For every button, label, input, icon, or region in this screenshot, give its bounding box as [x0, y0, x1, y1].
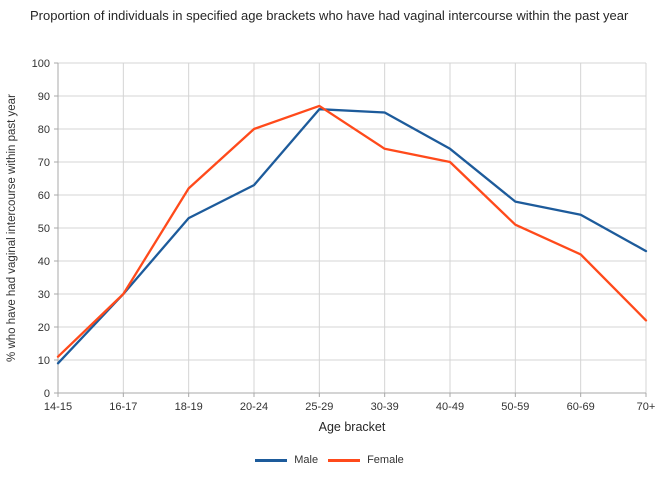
male-line [56, 108, 648, 365]
y-tick-label: 90 [38, 91, 50, 103]
legend: Male Female [0, 454, 659, 466]
legend-item-female: Female [328, 454, 404, 466]
legend-label-male: Male [294, 454, 319, 466]
female-line-swatch [328, 458, 361, 462]
y-tick-label: 30 [38, 289, 50, 301]
x-tick-label: 60-69 [567, 401, 595, 413]
legend-item-male: Male [255, 454, 318, 466]
y-tick-label: 50 [38, 223, 50, 235]
y-tick-label: 70 [38, 157, 50, 169]
x-axis-title: Age bracket [318, 420, 386, 434]
x-tick-label: 70+ [637, 401, 656, 413]
y-tick-label: 80 [38, 124, 50, 136]
x-tick-label: 40-49 [436, 401, 464, 413]
x-tick-label: 16-17 [109, 401, 137, 413]
y-tick-label: 100 [32, 58, 50, 70]
x-tick-label: 30-39 [371, 401, 399, 413]
chart-title: Proportion of individuals in specified a… [30, 8, 629, 23]
x-tick-label: 14-15 [44, 401, 72, 413]
y-tick-label: 40 [38, 256, 50, 268]
x-tick-label: 18-19 [175, 401, 203, 413]
y-tick-label: 10 [38, 355, 50, 367]
y-tick-label: 0 [44, 388, 50, 400]
legend-label-female: Female [367, 454, 404, 466]
x-tick-label: 50-59 [501, 401, 529, 413]
y-tick-label: 20 [38, 322, 50, 334]
y-tick-label: 60 [38, 190, 50, 202]
female-line [56, 104, 648, 358]
x-tick-label: 25-29 [305, 401, 333, 413]
male-line-swatch [255, 458, 288, 462]
x-tick-label: 20-24 [240, 401, 268, 413]
